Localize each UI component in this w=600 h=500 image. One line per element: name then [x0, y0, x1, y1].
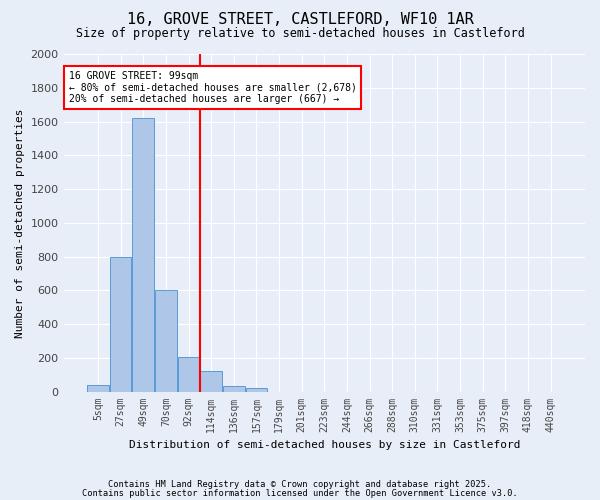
Text: 16 GROVE STREET: 99sqm
← 80% of semi-detached houses are smaller (2,678)
20% of : 16 GROVE STREET: 99sqm ← 80% of semi-det…: [69, 71, 356, 104]
Bar: [223, 386, 245, 392]
Bar: [110, 256, 131, 392]
Text: Size of property relative to semi-detached houses in Castleford: Size of property relative to semi-detach…: [76, 28, 524, 40]
Text: Contains public sector information licensed under the Open Government Licence v3: Contains public sector information licen…: [82, 489, 518, 498]
Text: Contains HM Land Registry data © Crown copyright and database right 2025.: Contains HM Land Registry data © Crown c…: [109, 480, 491, 489]
X-axis label: Distribution of semi-detached houses by size in Castleford: Distribution of semi-detached houses by …: [128, 440, 520, 450]
Bar: [178, 357, 199, 392]
Y-axis label: Number of semi-detached properties: Number of semi-detached properties: [15, 108, 25, 338]
Bar: [87, 385, 109, 392]
Bar: [245, 388, 267, 392]
Bar: [155, 290, 176, 392]
Bar: [200, 372, 222, 392]
Bar: [133, 118, 154, 392]
Text: 16, GROVE STREET, CASTLEFORD, WF10 1AR: 16, GROVE STREET, CASTLEFORD, WF10 1AR: [127, 12, 473, 28]
